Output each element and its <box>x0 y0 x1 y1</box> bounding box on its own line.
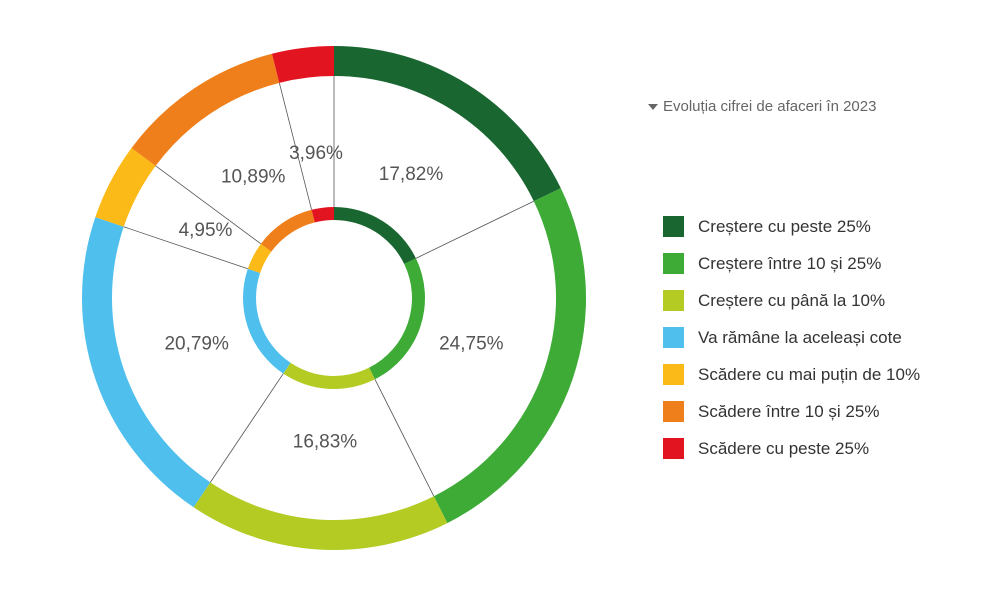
slice-value-label-1: 17,82% <box>379 164 444 185</box>
legend-swatch <box>663 401 684 422</box>
leader-lines <box>123 76 534 497</box>
legend-label: Creștere între 10 și 25% <box>698 253 882 273</box>
inner-slice-2 <box>369 258 425 380</box>
leader-line-7 <box>278 82 312 210</box>
slice-value-label-6: 10,89% <box>221 167 286 188</box>
leader-line-5 <box>123 226 248 270</box>
legend-item: Scădere cu mai puțin de 10% <box>663 356 920 393</box>
legend-label: Scădere cu peste 25% <box>698 438 870 458</box>
outer-ring <box>81 46 586 551</box>
legend-label: Scădere cu mai puțin de 10% <box>698 364 921 384</box>
inner-slice-5 <box>247 243 272 273</box>
outer-slice-6 <box>131 53 280 166</box>
legend-item: Va rămâne la aceleași cote <box>663 319 920 356</box>
inner-slice-7 <box>311 207 334 223</box>
legend: Creștere cu peste 25% Creștere între 10 ș… <box>663 208 920 467</box>
inner-slice-3 <box>283 362 375 389</box>
legend-title-text: Evoluția cifrei de afaceri în 2023 <box>663 98 877 115</box>
inner-slice-1 <box>334 207 416 265</box>
outer-slice-2 <box>433 188 586 524</box>
leader-line-3 <box>374 379 435 497</box>
legend-swatch <box>663 290 684 311</box>
leader-line-2 <box>415 200 534 259</box>
inner-slice-6 <box>260 209 315 252</box>
legend-swatch <box>663 327 684 348</box>
legend-item: Creștere cu până la 10% <box>663 282 920 319</box>
slice-value-label-5: 4,95% <box>179 220 233 241</box>
slice-value-label-7: 3,96% <box>289 143 343 164</box>
outer-slice-3 <box>193 482 448 551</box>
legend-label: Scădere între 10 și 25% <box>698 401 880 421</box>
outer-slice-7 <box>271 46 334 83</box>
legend-swatch <box>663 253 684 274</box>
legend-label: Creștere cu peste 25% <box>698 216 871 236</box>
slice-value-label-4: 20,79% <box>164 334 229 355</box>
caret-down-icon <box>648 103 658 110</box>
legend-item: Scădere între 10 și 25% <box>663 393 920 430</box>
value-labels: 17,82% 24,75% 16,83% 20,79% 4,95% 10,89%3,96% <box>164 143 503 453</box>
outer-slice-5 <box>95 147 156 227</box>
slice-value-label-2: 24,75% <box>439 334 504 355</box>
outer-slice-4 <box>81 217 211 508</box>
leader-line-6 <box>155 165 262 245</box>
slice-value-label-3: 16,83% <box>293 432 358 453</box>
legend-item: Creștere cu peste 25% <box>663 208 920 245</box>
legend-item: Creștere între 10 și 25% <box>663 245 920 282</box>
inner-slice-4 <box>242 268 291 374</box>
legend-label: Creștere cu până la 10% <box>698 290 886 310</box>
legend-title: Evoluția cifrei de afaceri în 2023 <box>648 98 876 115</box>
legend-item: Scădere cu peste 25% <box>663 430 920 467</box>
leader-line-4 <box>209 373 284 483</box>
inner-ring <box>242 207 425 389</box>
legend-swatch <box>663 438 684 459</box>
outer-slice-1 <box>334 46 561 202</box>
legend-label: Va rămâne la aceleași cote <box>698 327 902 347</box>
legend-swatch <box>663 216 684 237</box>
legend-swatch <box>663 364 684 385</box>
